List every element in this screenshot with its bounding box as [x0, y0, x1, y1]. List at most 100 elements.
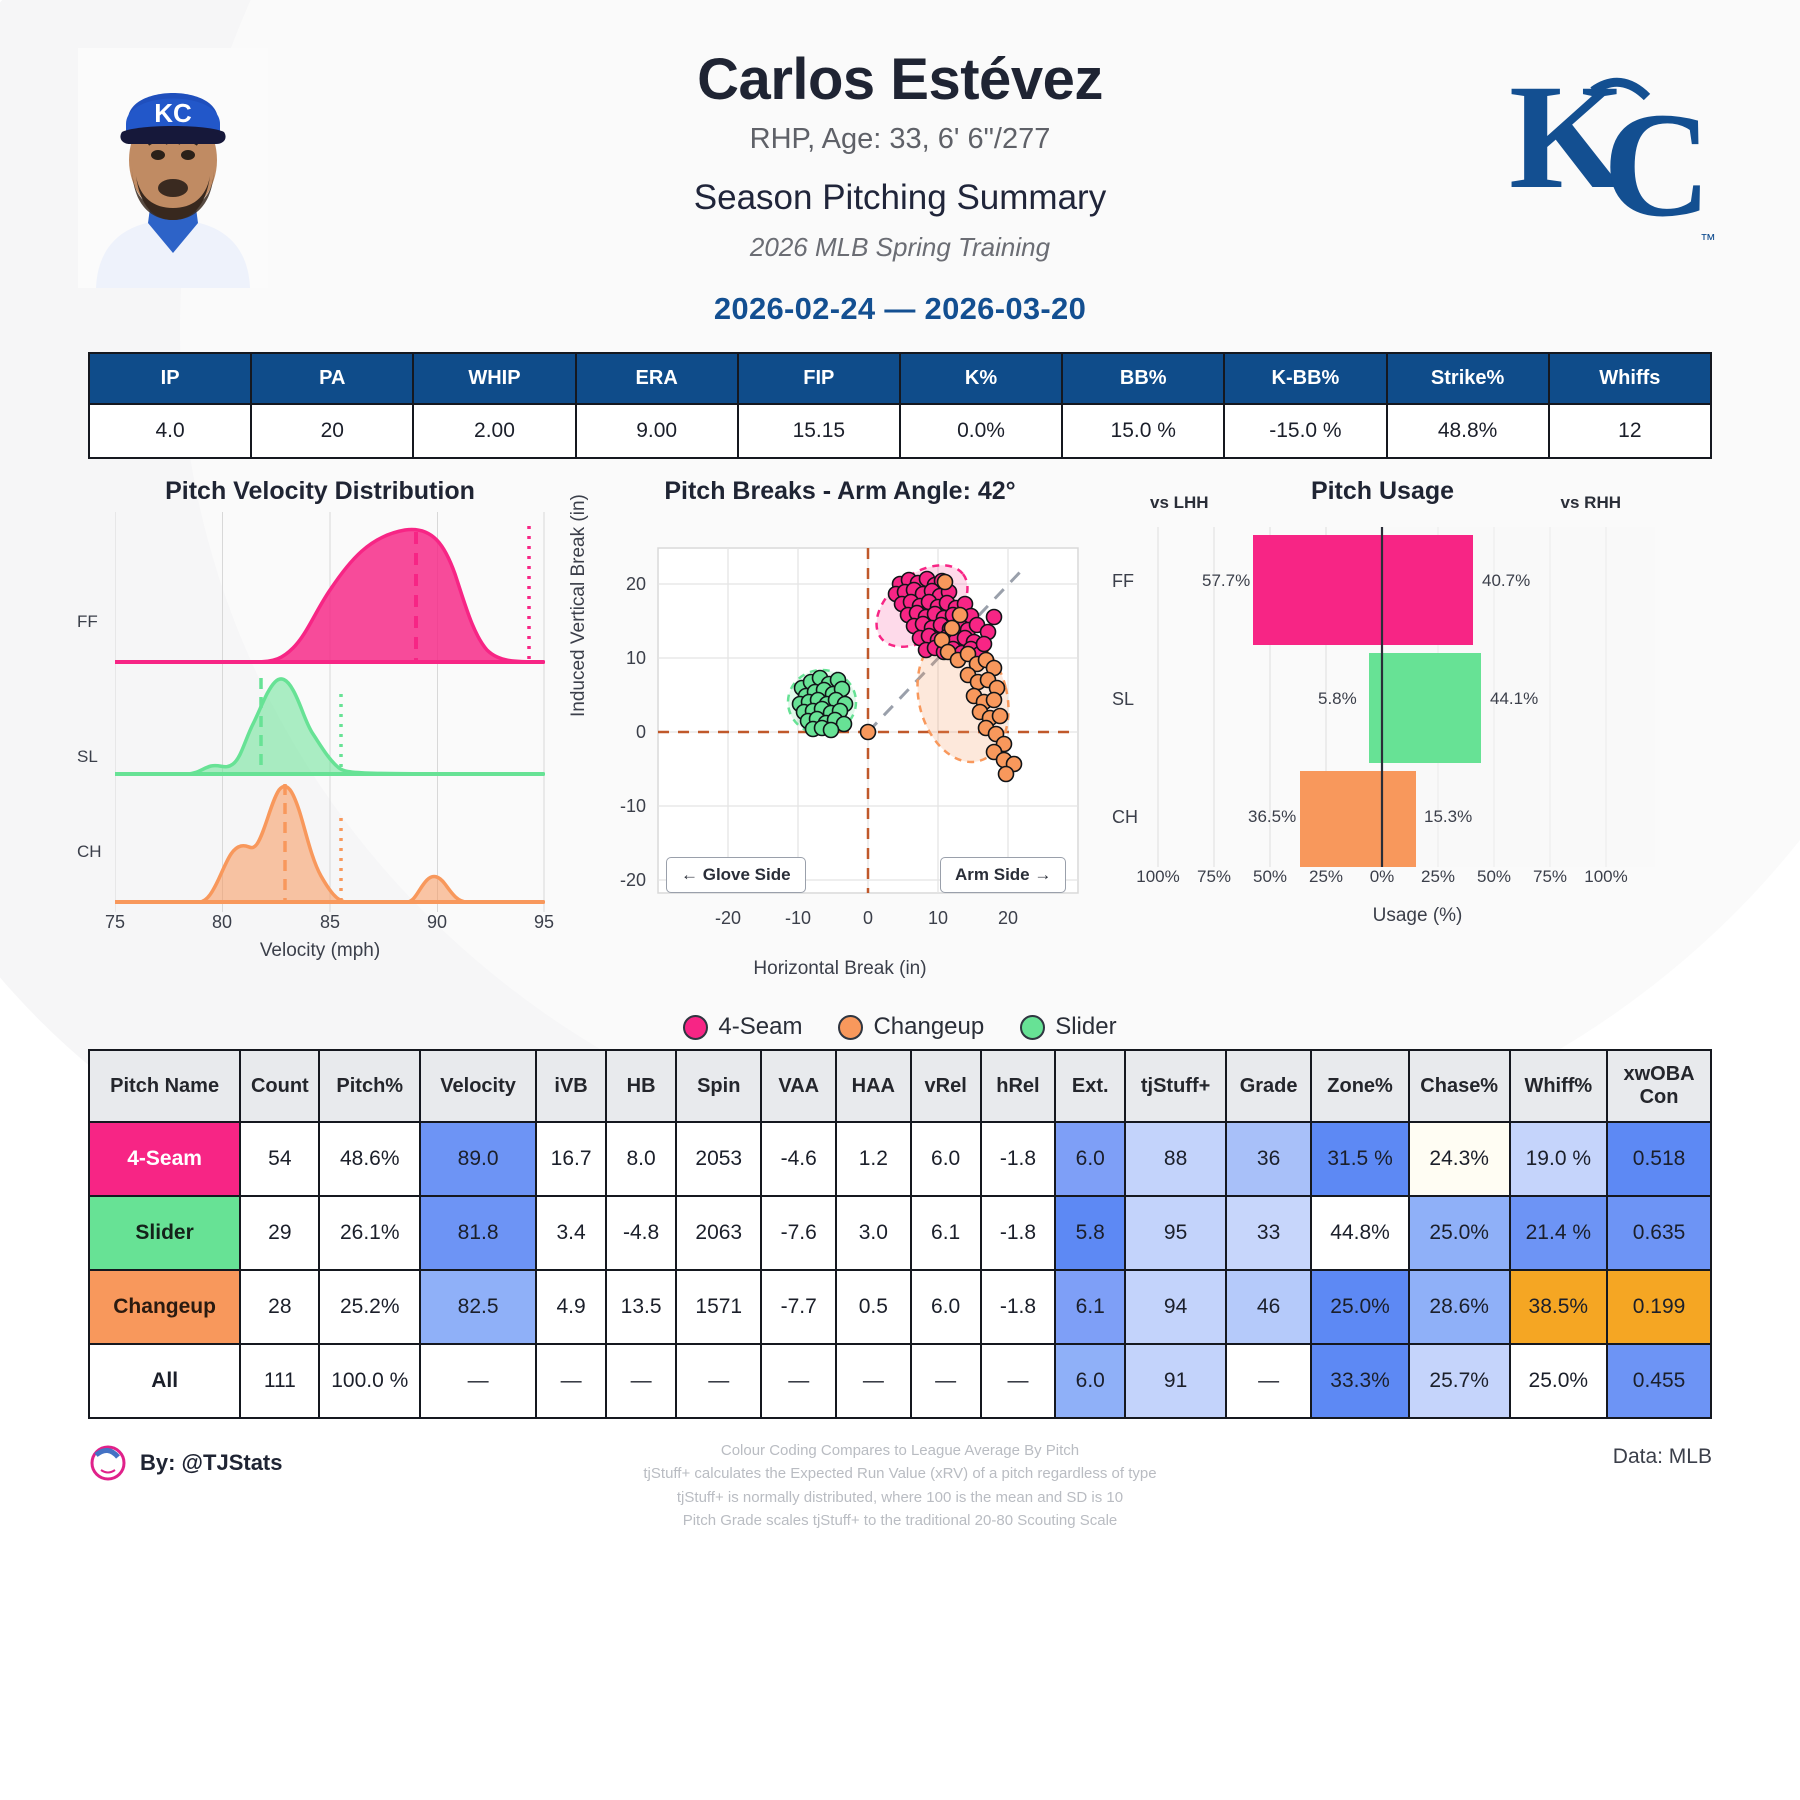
usage-value-ch-rhh: 15.3% [1424, 807, 1473, 826]
pitch-detail-table: Pitch Name Count Pitch% Velocity iVB HB Spin VA… [87, 1049, 1712, 1419]
velocity-tick-4: 95 [533, 912, 555, 932]
page-footer: By: @TJStats Colour Coding Compares to L… [88, 1435, 1712, 1545]
usage-tick-7: 75% [1532, 867, 1568, 886]
table-row: Slider 29 26.1% 81.8 3.4 -4.8 2063 -7.6 3.0 6.1 -1… [87, 1195, 1712, 1271]
velocity-tick-3: 90 [426, 912, 448, 932]
arm-side-label: Arm Side → [940, 857, 1067, 893]
breaks-xtick-neg10: -10 [785, 908, 811, 928]
pitch-col-xwoba-con: xwOBA Con [1606, 1049, 1712, 1123]
pitch-cell-pitch-: 25.2% [318, 1269, 422, 1345]
usage-row-label-sl: SL [1112, 689, 1135, 709]
legend-item-slider: Slider [1020, 1013, 1117, 1041]
pitch-cell-chase-: 25.7% [1407, 1343, 1511, 1419]
pitch-cell-ext-: 6.0 [1054, 1343, 1127, 1419]
pitch-col-ext-: Ext. [1054, 1049, 1127, 1123]
pitch-cell-ext-: 6.1 [1054, 1269, 1127, 1345]
pitch-col-hrel: hRel [979, 1049, 1057, 1123]
pitch-cell-pitch-: 26.1% [318, 1195, 422, 1271]
breaks-y-axis-label: Induced Vertical Break (in) [568, 494, 589, 717]
ridge-label-sl: SL [77, 747, 98, 766]
usage-vs-rhh-label: vs RHH [1560, 493, 1621, 512]
pitch-cell-hb: 13.5 [605, 1269, 678, 1345]
table-row: 4-Seam 54 48.6% 89.0 16.7 8.0 2053 -4.6 1.2 6.0 -1… [87, 1121, 1712, 1197]
pitch-cell-hb: -4.8 [605, 1195, 678, 1271]
pitch-cell-ivb: 4.9 [535, 1269, 608, 1345]
legend-color-dot [838, 1014, 864, 1040]
pitch-table-header-row: Pitch Name Count Pitch% Velocity iVB HB Spin VA… [87, 1049, 1712, 1123]
pitch-cell-xwoba-con: 0.635 [1606, 1195, 1712, 1271]
pitch-cell-spin: 2063 [675, 1195, 763, 1271]
breaks-xtick-0: 0 [863, 908, 873, 928]
charts-row: Pitch Velocity Distribution FF SL CH [70, 477, 1730, 1007]
breaks-x-axis-label: Horizontal Break (in) [753, 958, 927, 979]
pitch-cell-hrel: — [979, 1343, 1057, 1419]
pitch-cell-vrel: 6.1 [909, 1195, 982, 1271]
usage-tick-5: 25% [1420, 867, 1456, 886]
ridge-label-ff: FF [77, 612, 98, 631]
pitch-cell-whiff-: 19.0 % [1508, 1121, 1609, 1197]
pitch-cell-velocity: 81.8 [419, 1195, 538, 1271]
summary-header-strike-: Strike% [1385, 352, 1550, 405]
breaks-ytick-neg20: -20 [620, 870, 646, 890]
velocity-x-ticks: 75 80 85 90 95 [105, 912, 554, 936]
summary-header-k-bb-: K-BB% [1223, 352, 1388, 405]
pitch-cell-count: 29 [239, 1195, 321, 1271]
velocity-tick-2: 85 [319, 912, 341, 932]
summary-value-whiffs: 12 [1547, 403, 1713, 459]
pitch-cell-grade: 36 [1224, 1121, 1313, 1197]
pitch-cell-zone-: 33.3% [1310, 1343, 1410, 1419]
pitch-cell-chase-: 28.6% [1407, 1269, 1511, 1345]
tjstats-logo-icon [90, 1445, 126, 1481]
summary-value-strike-: 48.8% [1385, 403, 1550, 459]
pitch-cell-vrel: 6.0 [909, 1269, 982, 1345]
ridge-label-ch: CH [77, 842, 102, 861]
pitch-col-tjstuff-: tjStuff+ [1124, 1049, 1227, 1123]
pitch-cell-haa: — [835, 1343, 912, 1419]
svg-text:KC: KC [154, 98, 192, 128]
pitch-col-count: Count [239, 1049, 321, 1123]
pitch-col-pitch-: Pitch% [318, 1049, 422, 1123]
usage-row-label-ff: FF [1112, 571, 1134, 591]
pitch-col-hb: HB [605, 1049, 678, 1123]
summary-header-era: ERA [574, 352, 739, 405]
legend-item-changeup: Changeup [838, 1013, 984, 1041]
breaks-xtick-20: 20 [998, 908, 1018, 928]
pitch-cell-count: 28 [239, 1269, 321, 1345]
pitch-col-ivb: iVB [535, 1049, 608, 1123]
usage-tick-1: 75% [1196, 867, 1232, 886]
footer-notes: Colour Coding Compares to League Average… [88, 1435, 1712, 1532]
pitch-col-grade: Grade [1224, 1049, 1313, 1123]
pitch-cell-whiff-: 25.0% [1508, 1343, 1609, 1419]
velocity-x-axis-label: Velocity (mph) [259, 940, 381, 961]
velocity-curves [113, 512, 546, 912]
pitch-cell-hb: 8.0 [605, 1121, 678, 1197]
pitch-col-whiff-: Whiff% [1508, 1049, 1609, 1123]
velocity-chart-title: Pitch Velocity Distribution [165, 477, 475, 505]
pitch-cell-velocity: 89.0 [419, 1121, 538, 1197]
pitch-legend: 4-Seam Changeup Slider [0, 1013, 1800, 1041]
summary-value-pa: 20 [250, 403, 415, 459]
usage-tick-2: 50% [1252, 867, 1288, 886]
pitch-cell-ext-: 6.0 [1054, 1121, 1127, 1197]
page-header: KC K C ™ Carlos Estévez RHP, Age: 33, 6'… [0, 0, 1800, 330]
usage-value-ff-rhh: 40.7% [1482, 571, 1531, 590]
summary-header-k-: K% [898, 352, 1064, 405]
byline-text: By: @TJStats [140, 1450, 283, 1475]
pitch-cell-vrel: — [909, 1343, 982, 1419]
usage-vs-lhh-label: vs LHH [1150, 493, 1209, 512]
legend-label: Slider [1055, 1013, 1117, 1040]
breaks-ytick-20: 20 [626, 574, 646, 594]
pitch-cell-hb: — [605, 1343, 678, 1419]
pitch-cell-vaa: — [760, 1343, 838, 1419]
pitch-cell-ext-: 5.8 [1054, 1195, 1127, 1271]
pitch-cell-count: 111 [239, 1343, 321, 1419]
summary-header-whip: WHIP [412, 352, 577, 405]
usage-value-sl-lhh: 5.8% [1318, 689, 1357, 708]
glove-side-label: ← Glove Side [666, 857, 806, 893]
legend-item-4-seam: 4-Seam [683, 1013, 802, 1041]
pitch-cell-spin: 2053 [675, 1121, 763, 1197]
velocity-tick-0: 75 [104, 912, 126, 932]
usage-value-ch-lhh: 36.5% [1248, 807, 1297, 826]
pitch-cell-ivb: 3.4 [535, 1195, 608, 1271]
summary-header-ip: IP [87, 352, 253, 405]
